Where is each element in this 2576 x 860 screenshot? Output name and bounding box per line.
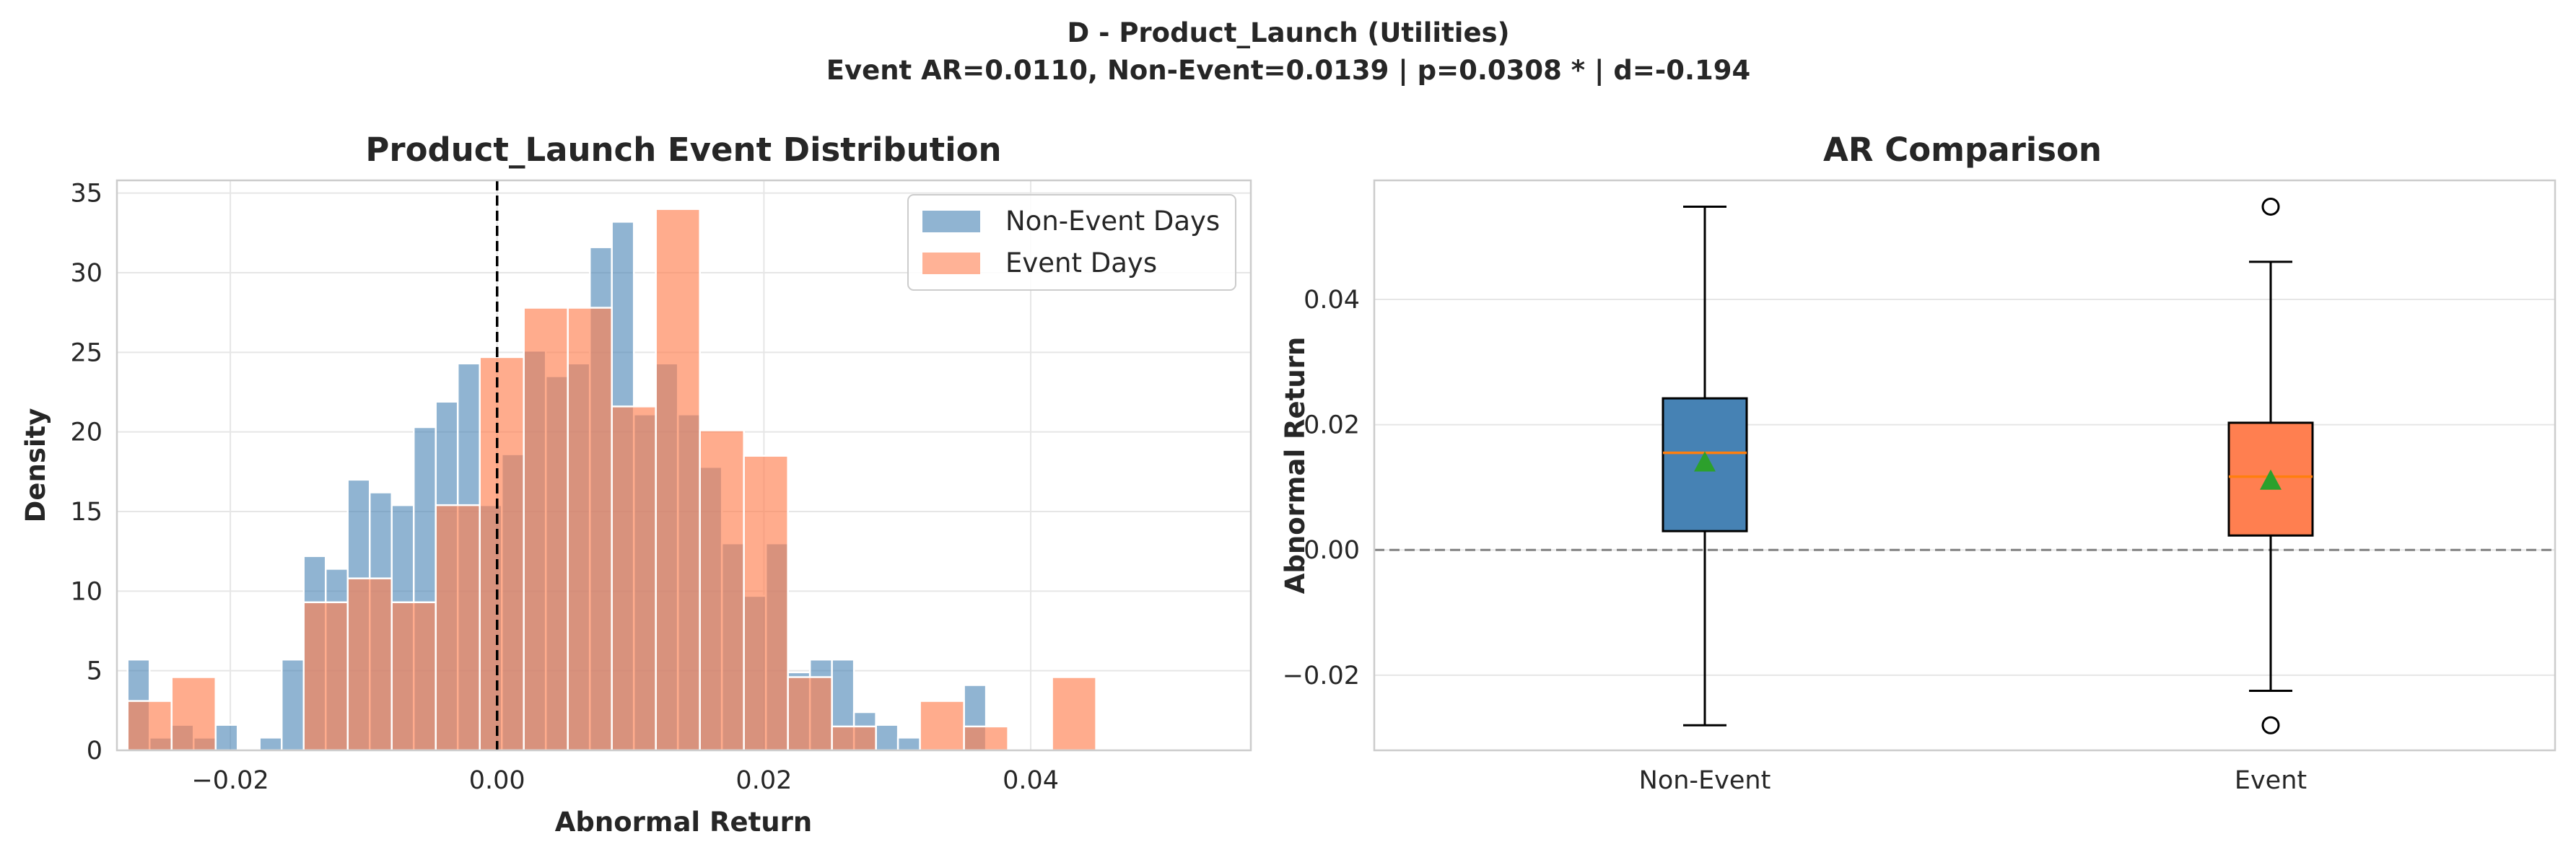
histogram-bar-event xyxy=(302,601,349,752)
histogram-x-tick-label: 0.02 xyxy=(735,766,792,795)
outlier-point-event xyxy=(2261,197,2280,216)
histogram-bar-event xyxy=(611,405,657,752)
histogram-bar-event xyxy=(831,725,877,752)
histogram-x-tick-label: 0.00 xyxy=(469,766,525,795)
histogram-y-tick-label: 20 xyxy=(70,418,102,447)
mean-marker-non-event xyxy=(1694,451,1716,472)
histogram-bar-event xyxy=(919,700,965,752)
legend-swatch xyxy=(922,211,980,232)
histogram-bar-event xyxy=(743,455,789,752)
boxplot-plot-frame xyxy=(1373,179,2557,752)
outlier-point-event xyxy=(2261,716,2280,734)
box-non-event xyxy=(1662,397,1748,532)
boxplot-x-tick-label: Non-Event xyxy=(1639,766,1771,795)
histogram-y-tick-label: 35 xyxy=(70,180,102,209)
histogram-bar-event xyxy=(346,577,393,752)
histogram-bar-event xyxy=(699,429,745,752)
histogram-y-tick-label: 30 xyxy=(70,259,102,288)
histogram-bar-non-event xyxy=(258,737,283,752)
boxplot-y-tick-label: −0.02 xyxy=(1283,662,1360,690)
legend-label: Non-Event Days xyxy=(1005,206,1220,237)
histogram-bar-event xyxy=(435,504,481,752)
histogram-title: Product_Launch Event Distribution xyxy=(365,131,1001,169)
histogram-bar-non-event xyxy=(875,724,899,752)
histogram-bar-event xyxy=(523,307,569,752)
histogram-y-tick-label: 5 xyxy=(87,657,102,686)
histogram-x-tick-label: 0.04 xyxy=(1003,766,1059,795)
histogram-bar-non-event xyxy=(214,724,239,752)
boxplot-title: AR Comparison xyxy=(1823,131,2102,169)
histogram-bar-event xyxy=(787,676,833,752)
histogram-y-axis-label: Density xyxy=(20,408,51,523)
figure-title-line2: Event AR=0.0110, Non-Event=0.0139 | p=0.… xyxy=(826,55,1751,86)
mean-marker-event xyxy=(2260,469,2282,490)
histogram-bar-event xyxy=(1051,676,1097,752)
histogram-bar-event xyxy=(126,700,173,752)
histogram-bar-event xyxy=(655,208,701,752)
histogram-bar-event xyxy=(479,356,525,752)
histogram-legend: Non-Event Days Event Days xyxy=(907,194,1236,291)
histogram-y-tick-label: 15 xyxy=(70,498,102,527)
legend-swatch xyxy=(922,253,980,274)
legend-box xyxy=(907,194,1236,291)
boxplot-chart: AR Comparison Abnormal Return Non-Event E… xyxy=(1280,131,2557,795)
boxplot-y-tick-label: 0.02 xyxy=(1304,411,1360,440)
boxplot-y-tick-label: 0.04 xyxy=(1304,286,1360,315)
histogram-bar-event xyxy=(390,601,437,752)
histogram-y-tick-label: 0 xyxy=(87,737,102,765)
histogram-bar-event xyxy=(963,725,1009,752)
histogram-bar-non-event xyxy=(896,737,921,752)
histogram-plot-frame xyxy=(115,179,1252,752)
legend-label: Event Days xyxy=(1005,247,1157,278)
histogram-y-tick-label: 25 xyxy=(70,338,102,367)
boxplot-y-tick-label: 0.00 xyxy=(1304,536,1360,565)
histogram-x-tick-label: −0.02 xyxy=(191,766,268,795)
boxplot-x-tick-label: Event xyxy=(2235,766,2307,795)
histogram-y-tick-label: 10 xyxy=(70,577,102,606)
boxplot-y-axis-label: Abnormal Return xyxy=(1280,337,1311,594)
histogram-bar-non-event xyxy=(281,658,305,752)
figure-title-line1: D - Product_Launch (Utilities) xyxy=(1067,17,1509,48)
histogram-bar-event xyxy=(567,307,613,752)
histogram-bar-event xyxy=(170,676,217,752)
histogram-chart: Product_Launch Event Distribution Abnorm… xyxy=(20,131,1252,838)
histogram-x-axis-label: Abnormal Return xyxy=(555,807,812,838)
